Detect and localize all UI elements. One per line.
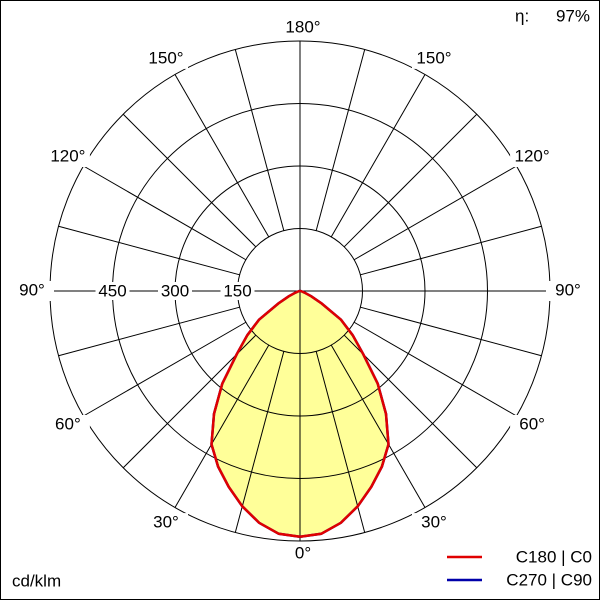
label-bg — [45, 415, 90, 435]
angle-label: 30° — [153, 513, 179, 532]
label-bg — [45, 147, 90, 167]
angle-label: 60° — [55, 414, 81, 433]
fill-area — [300, 291, 389, 537]
angle-label: 90° — [19, 280, 45, 299]
intensity-curve — [299, 289, 390, 539]
label-bg — [220, 282, 255, 300]
spoke — [122, 334, 257, 469]
efficiency-value: 97% — [556, 6, 590, 25]
label-bg — [412, 48, 456, 69]
angle-label: 150° — [148, 48, 183, 67]
angle-label: 120° — [515, 146, 550, 165]
spoke — [353, 165, 517, 261]
legend-label: C270 | C90 — [506, 570, 592, 589]
r-tick-label: 300 — [161, 281, 189, 300]
spoke — [330, 344, 426, 508]
spoke — [234, 351, 285, 533]
angle-label: 150° — [416, 48, 451, 67]
label-bg — [95, 282, 130, 300]
label-bg — [144, 48, 188, 69]
label-bg — [278, 18, 322, 38]
angle-label: 180° — [285, 17, 320, 36]
spoke — [83, 165, 247, 261]
spoke — [315, 49, 366, 231]
spoke — [360, 306, 542, 357]
angle-label: 120° — [50, 146, 85, 165]
spoke — [353, 321, 517, 417]
label-bg — [412, 513, 456, 534]
unit-label: cd/klm — [12, 571, 61, 590]
label-bg — [510, 147, 555, 167]
spoke — [360, 225, 542, 276]
r-tick-label: 150 — [223, 281, 251, 300]
spoke — [315, 351, 366, 533]
angle-label: 0° — [295, 543, 311, 562]
spoke — [343, 113, 478, 248]
spoke — [174, 74, 270, 238]
spoke — [330, 74, 426, 238]
spoke — [58, 306, 240, 357]
label-bg — [158, 282, 192, 300]
fill-area — [211, 291, 300, 537]
spoke — [58, 225, 240, 276]
label-bg — [144, 513, 188, 534]
angle-label: 90° — [555, 280, 581, 299]
angle-label: 30° — [421, 513, 447, 532]
efficiency-label: η: — [515, 6, 529, 25]
spoke — [174, 344, 270, 508]
label-bg — [510, 415, 555, 435]
label-bg — [278, 544, 322, 564]
r-tick-label: 450 — [98, 281, 126, 300]
spoke — [83, 321, 247, 417]
spoke — [343, 334, 478, 469]
spoke — [122, 113, 257, 248]
spoke — [234, 49, 285, 231]
legend-label: C180 | C0 — [516, 547, 592, 566]
intensity-curve — [210, 289, 301, 539]
label-bg — [546, 281, 590, 301]
label-bg — [10, 281, 54, 301]
angle-label: 60° — [519, 414, 545, 433]
